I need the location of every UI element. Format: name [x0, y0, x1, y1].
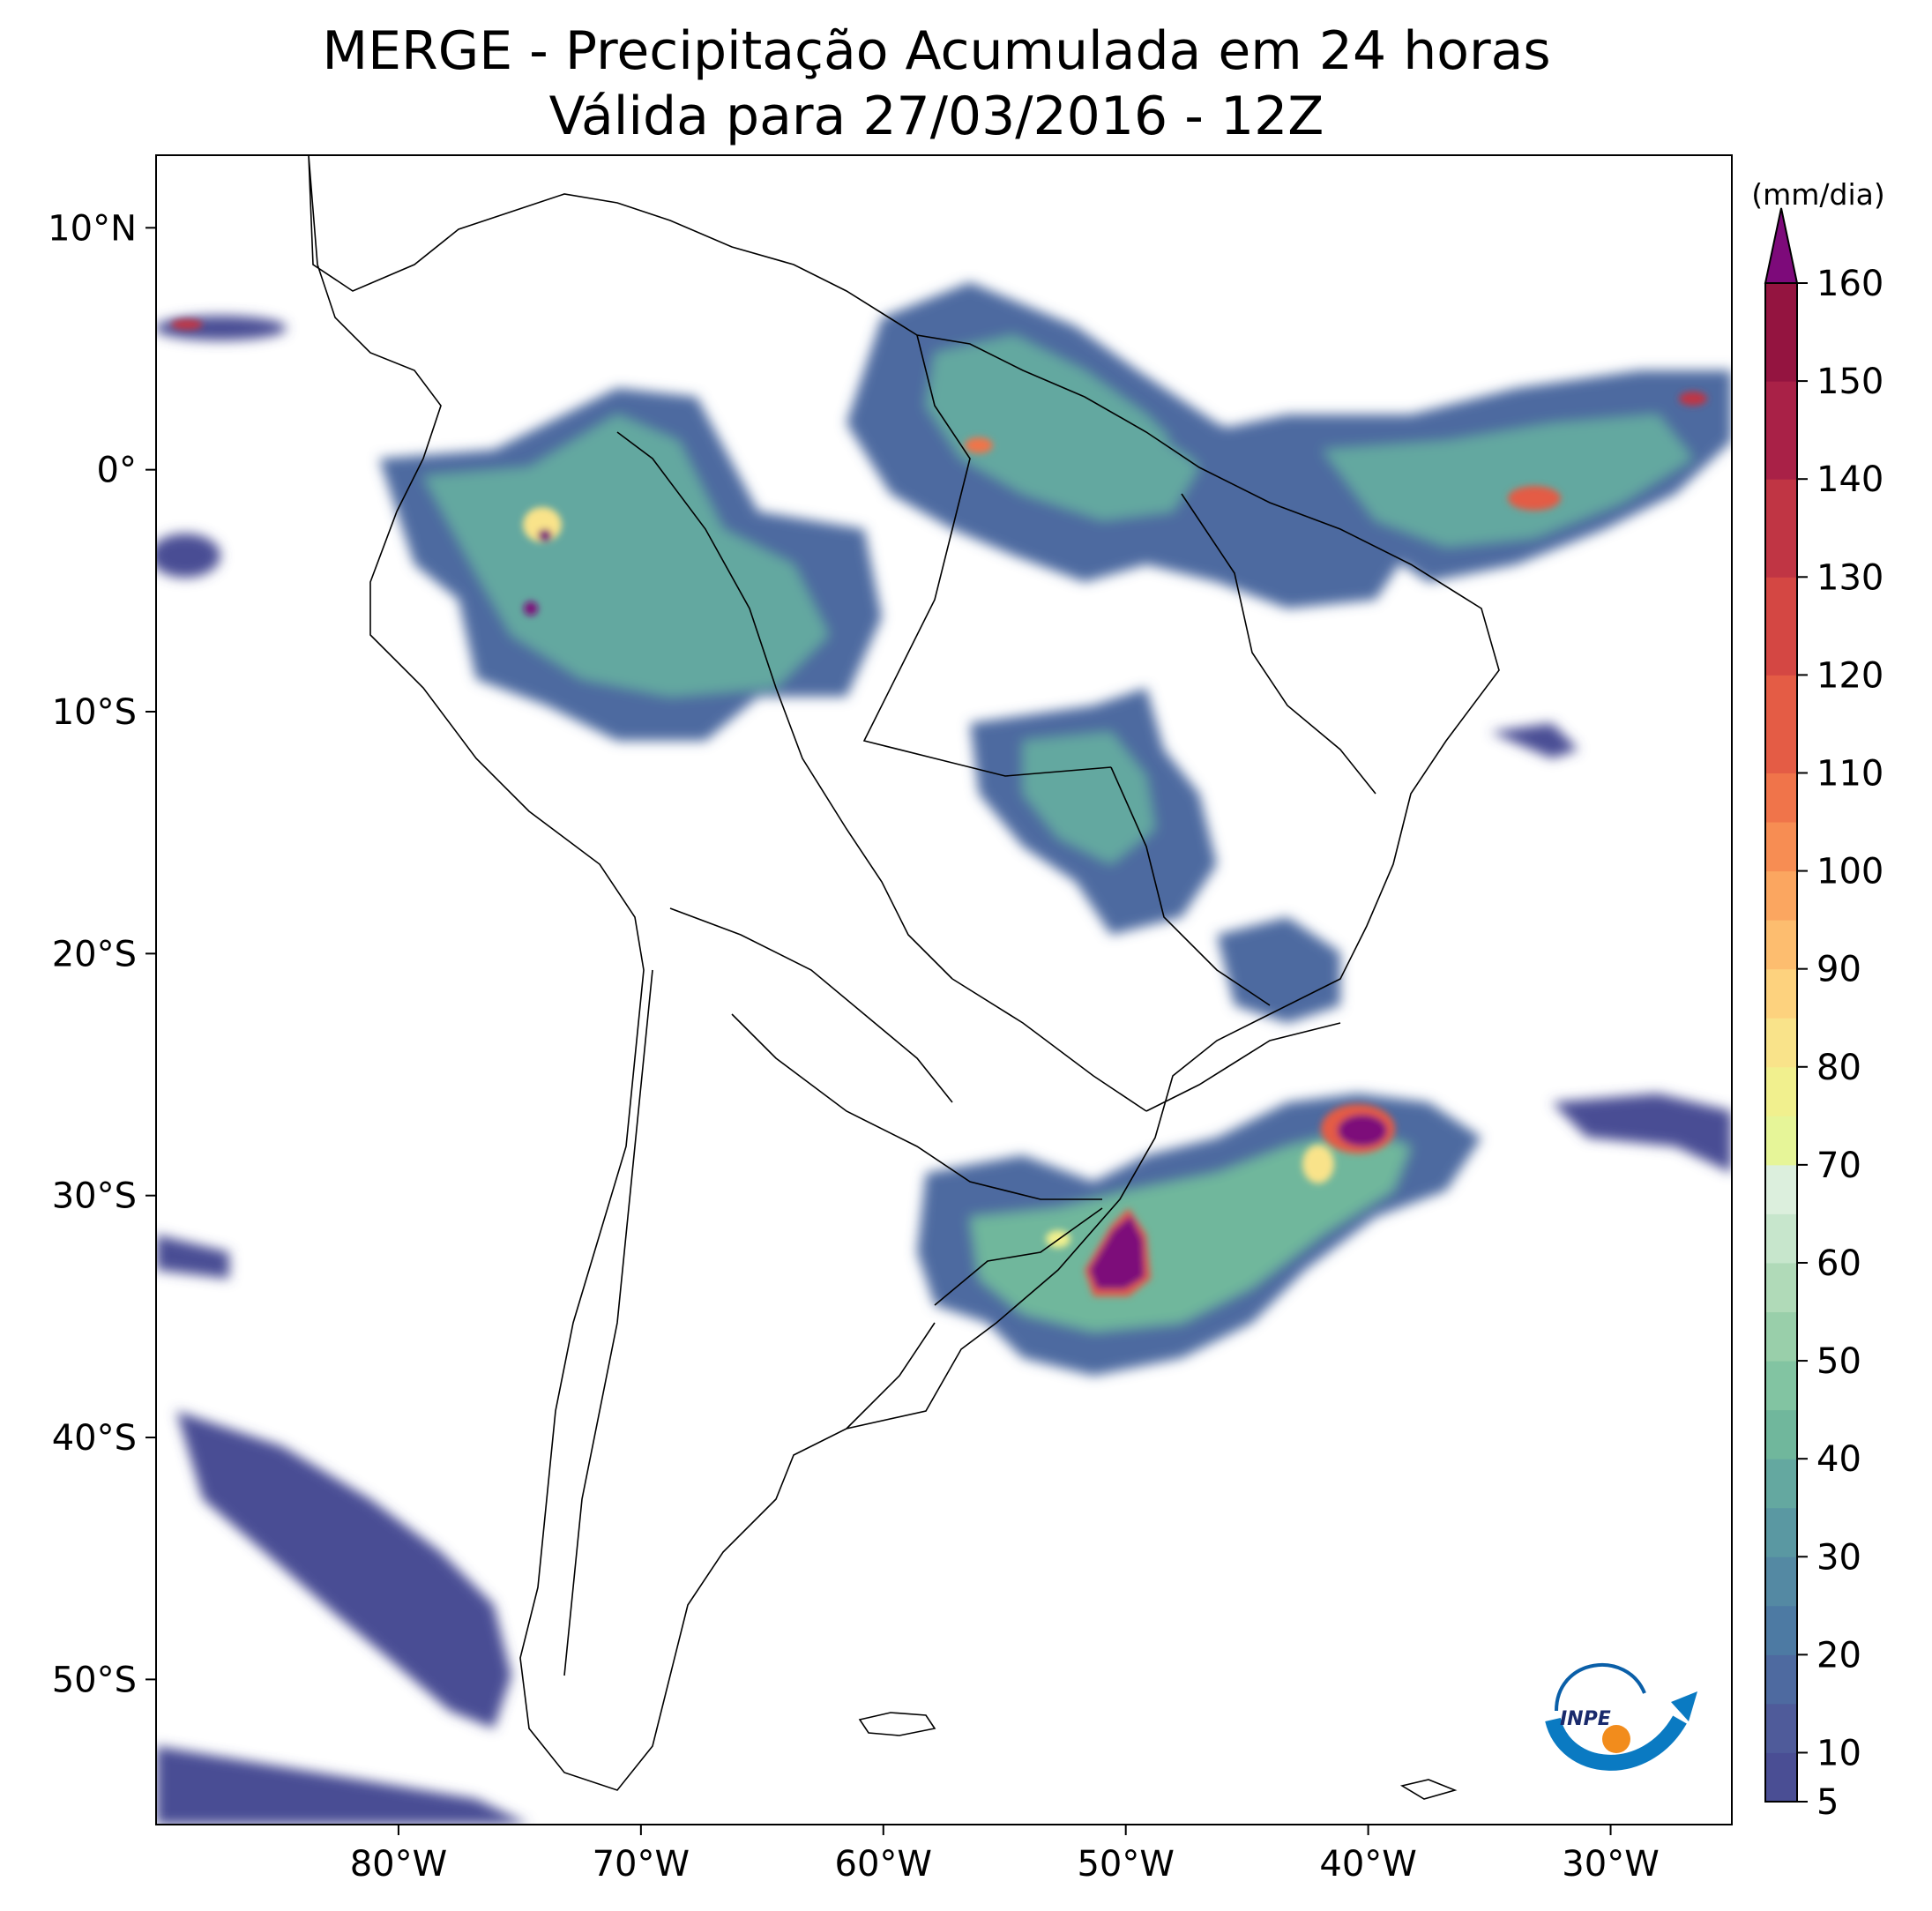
colorbar-tick-label: 50 — [1816, 1341, 1861, 1382]
colorbar-segment — [1765, 822, 1797, 872]
map-area — [155, 154, 1733, 1825]
lon-tick-label: 80°W — [350, 1844, 447, 1885]
precipitation-field — [156, 282, 1732, 1825]
colorbar-tick-label: 130 — [1816, 557, 1884, 598]
lon-tick-label: 40°W — [1319, 1844, 1416, 1885]
colorbar-tick-label: 110 — [1816, 753, 1884, 794]
colorbar-segment — [1765, 675, 1797, 773]
colorbar-segment — [1765, 577, 1797, 676]
colorbar-segment — [1765, 1213, 1797, 1264]
colorbar-segment — [1765, 1018, 1797, 1068]
colorbar-segment — [1765, 1066, 1797, 1116]
colorbar-segment — [1765, 968, 1797, 1019]
colorbar-segment — [1765, 1164, 1797, 1214]
colorbar-tick-label: 5 — [1816, 1782, 1839, 1823]
colorbar-segment — [1765, 920, 1797, 970]
colorbar-segment — [1765, 1459, 1797, 1509]
lat-tick-label: 30°S — [52, 1176, 137, 1217]
map-frame — [155, 154, 1733, 1825]
lon-tick-label: 50°W — [1077, 1844, 1174, 1885]
coastlines-and-borders — [308, 155, 1500, 1791]
lat-tick-label: 50°S — [52, 1660, 137, 1700]
lon-tick-label: 30°W — [1562, 1844, 1659, 1885]
colorbar-tick-label: 20 — [1816, 1635, 1861, 1676]
colorbar-segment — [1765, 1556, 1797, 1607]
lat-tick-label: 40°S — [52, 1418, 137, 1459]
colorbar-frame — [1764, 282, 1798, 1803]
colorbar-tick-label: 160 — [1816, 264, 1884, 304]
colorbar-segment — [1765, 1262, 1797, 1313]
inpe-logo-text: INPE — [1560, 1708, 1611, 1730]
colorbar-segment — [1765, 1654, 1797, 1705]
colorbar-extend-arrow — [1764, 207, 1799, 284]
colorbar-segment — [1765, 1116, 1797, 1166]
colorbar-segment — [1765, 283, 1797, 382]
colorbar: (mm/dia) 5 10 20 30 40 50 60 70 80 90 100 110 120 130… — [1751, 177, 1885, 1823]
colorbar-tick-label: 80 — [1816, 1048, 1861, 1088]
colorbar-segment — [1765, 381, 1797, 480]
latitude-axis: 10°N 0° 10°S 20°S 30°S 40°S 50°S — [48, 208, 156, 1700]
lat-tick-label: 10°S — [52, 692, 137, 733]
colorbar-tick-label: 30 — [1816, 1537, 1861, 1578]
colorbar-tick-label: 120 — [1816, 655, 1884, 696]
lat-tick-label: 20°S — [52, 934, 137, 974]
islands — [858, 1712, 1458, 1800]
lon-tick-label: 60°W — [835, 1844, 932, 1885]
lat-tick-label: 10°N — [48, 208, 137, 249]
lon-tick-label: 70°W — [593, 1844, 690, 1885]
colorbar-tick-label: 150 — [1816, 362, 1884, 402]
inpe-logo: INPE — [1545, 1662, 1697, 1771]
colorbar-segment — [1765, 1752, 1797, 1803]
colorbar-segment — [1765, 479, 1797, 578]
colorbar-tick-label: 90 — [1816, 950, 1861, 990]
colorbar-unit-label: (mm/dia) — [1751, 177, 1885, 212]
colorbar-tick-label: 100 — [1816, 852, 1884, 892]
colorbar-tick-label: 140 — [1816, 459, 1884, 500]
longitude-axis: 80°W 70°W 60°W 50°W 40°W 30°W — [350, 1825, 1660, 1885]
colorbar-segment — [1765, 1605, 1797, 1655]
lat-tick-label: 0° — [97, 451, 137, 491]
colorbar-segment — [1765, 1361, 1797, 1411]
colorbar-tick-label: 60 — [1816, 1243, 1861, 1284]
colorbar-segment — [1765, 1703, 1797, 1753]
colorbar-segment — [1765, 1409, 1797, 1459]
map-title-line2: Válida para 27/03/2016 - 12Z — [549, 86, 1324, 147]
colorbar-segment — [1765, 870, 1797, 921]
colorbar-ticks: 5 10 20 30 40 50 60 70 80 90 100 110 120 130 140 150 160 — [1797, 264, 1884, 1823]
colorbar-tick-label: 40 — [1816, 1439, 1861, 1480]
colorbar-segment — [1765, 1507, 1797, 1557]
map-title-line1: MERGE - Precipitação Acumulada em 24 hor… — [322, 20, 1550, 82]
colorbar-tick-label: 10 — [1816, 1733, 1861, 1773]
colorbar-segment — [1765, 773, 1797, 823]
colorbar-tick-label: 70 — [1816, 1146, 1861, 1186]
colorbar-segment — [1765, 1311, 1797, 1362]
colorbar-segments — [1765, 283, 1797, 1803]
